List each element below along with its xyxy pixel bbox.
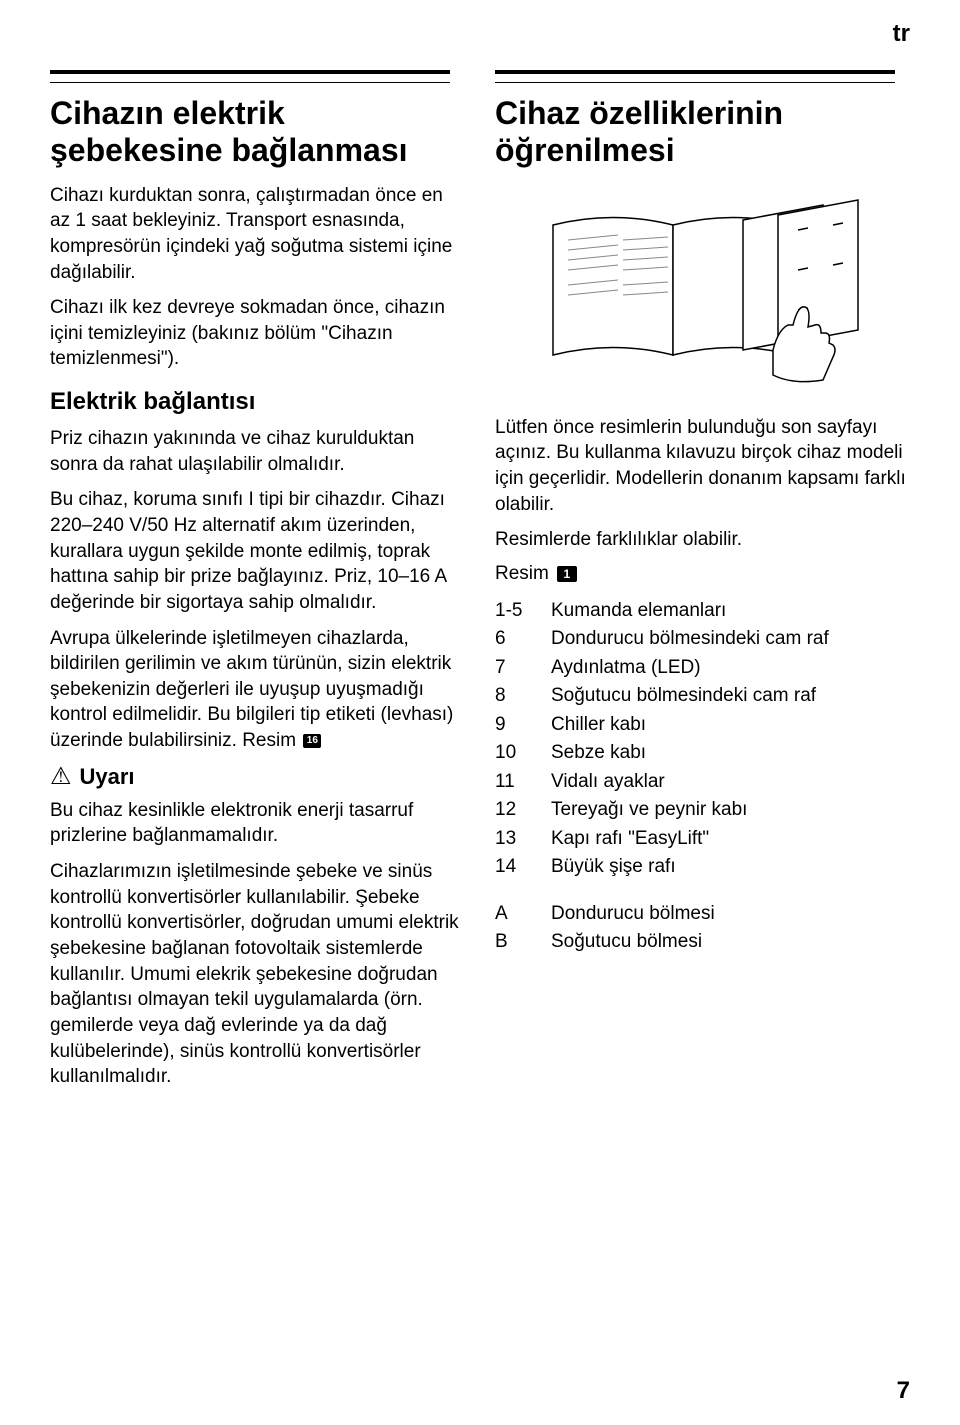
sections-list: A Dondurucu bölmesi B Soğutucu bölmesi — [495, 900, 910, 957]
parts-row: 14 Büyük şişe rafı — [495, 853, 910, 882]
page-number: 7 — [897, 1377, 910, 1405]
warning-label: Uyarı — [80, 764, 135, 790]
figure-ref-badge-16: 16 — [303, 734, 321, 748]
heading-rule-thick — [50, 70, 450, 78]
resim-label-row: Resim 1 — [495, 563, 910, 585]
right-intro-1: Lütfen önce resimlerin bulunduğu son say… — [495, 415, 910, 518]
section-label: Dondurucu bölmesi — [551, 900, 910, 929]
parts-number: 14 — [495, 853, 535, 882]
resim-label: Resim — [495, 563, 549, 585]
parts-label: Dondurucu bölmesindeki cam raf — [551, 625, 910, 654]
left-intro-2: Cihazı ilk kez devreye sokmadan önce, ci… — [50, 295, 465, 372]
parts-number: 12 — [495, 796, 535, 825]
parts-number: 9 — [495, 711, 535, 740]
left-column: Cihazın elektrik şebekesine bağlanması C… — [50, 70, 465, 1100]
warning-icon: ⚠ — [50, 765, 72, 789]
right-title: Cihaz özelliklerinin öğrenilmesi — [495, 95, 910, 169]
parts-number: 1-5 — [495, 597, 535, 626]
eb-paragraph-2: Bu cihaz, koruma sınıfı I tipi bir cihaz… — [50, 487, 465, 615]
parts-row: 12 Tereyağı ve peynir kabı — [495, 796, 910, 825]
parts-row: 6 Dondurucu bölmesindeki cam raf — [495, 625, 910, 654]
parts-row: 11 Vidalı ayaklar — [495, 768, 910, 797]
parts-row: 8 Soğutucu bölmesindeki cam raf — [495, 682, 910, 711]
warning-heading-row: ⚠ Uyarı — [50, 764, 465, 790]
section-letter: B — [495, 928, 535, 957]
parts-label: Büyük şişe rafı — [551, 853, 910, 882]
section-row: A Dondurucu bölmesi — [495, 900, 910, 929]
right-intro-2: Resimlerde farklılıklar olabilir. — [495, 527, 910, 553]
page-content: Cihazın elektrik şebekesine bağlanması C… — [50, 70, 910, 1100]
parts-number: 8 — [495, 682, 535, 711]
parts-row: 13 Kapı rafı "EasyLift" — [495, 825, 910, 854]
parts-label: Kumanda elemanları — [551, 597, 910, 626]
parts-row: 9 Chiller kabı — [495, 711, 910, 740]
figure-ref-badge-1: 1 — [557, 566, 577, 582]
right-column: Cihaz özelliklerinin öğrenilmesi — [495, 70, 910, 1100]
section-label: Soğutucu bölmesi — [551, 928, 910, 957]
warning-paragraph-1: Bu cihaz kesinlikle elektronik enerji ta… — [50, 798, 465, 849]
parts-label: Vidalı ayaklar — [551, 768, 910, 797]
eb-p3-text: Avrupa ülkelerinde işletilmeyen cihazlar… — [50, 628, 453, 752]
warning-paragraph-2: Cihazlarımızın işletilmesinde şebeke ve … — [50, 859, 465, 1090]
left-subheading: Elektrik bağlantısı — [50, 388, 465, 416]
parts-label: Aydınlatma (LED) — [551, 654, 910, 683]
parts-label: Chiller kabı — [551, 711, 910, 740]
section-letter: A — [495, 900, 535, 929]
eb-paragraph-3: Avrupa ülkelerinde işletilmeyen cihazlar… — [50, 626, 465, 754]
parts-number: 6 — [495, 625, 535, 654]
parts-number: 7 — [495, 654, 535, 683]
parts-number: 13 — [495, 825, 535, 854]
parts-row: 7 Aydınlatma (LED) — [495, 654, 910, 683]
left-title: Cihazın elektrik şebekesine bağlanması — [50, 95, 465, 169]
parts-label: Kapı rafı "EasyLift" — [551, 825, 910, 854]
language-tag: tr — [893, 20, 910, 48]
left-intro-1: Cihazı kurduktan sonra, çalıştırmadan ön… — [50, 183, 465, 286]
eb-paragraph-1: Priz cihazın yakınında ve cihaz kurulduk… — [50, 426, 465, 477]
parts-number: 11 — [495, 768, 535, 797]
parts-label: Soğutucu bölmesindeki cam raf — [551, 682, 910, 711]
heading-rule-thin — [495, 82, 895, 83]
parts-number: 10 — [495, 739, 535, 768]
parts-row: 10 Sebze kabı — [495, 739, 910, 768]
section-row: B Soğutucu bölmesi — [495, 928, 910, 957]
heading-rule-thin — [50, 82, 450, 83]
parts-row: 1-5 Kumanda elemanları — [495, 597, 910, 626]
heading-rule-thick — [495, 70, 895, 78]
parts-list: 1-5 Kumanda elemanları 6 Dondurucu bölmesin… — [495, 597, 910, 882]
parts-label: Tereyağı ve peynir kabı — [551, 796, 910, 825]
manual-illustration — [523, 185, 883, 395]
parts-label: Sebze kabı — [551, 739, 910, 768]
